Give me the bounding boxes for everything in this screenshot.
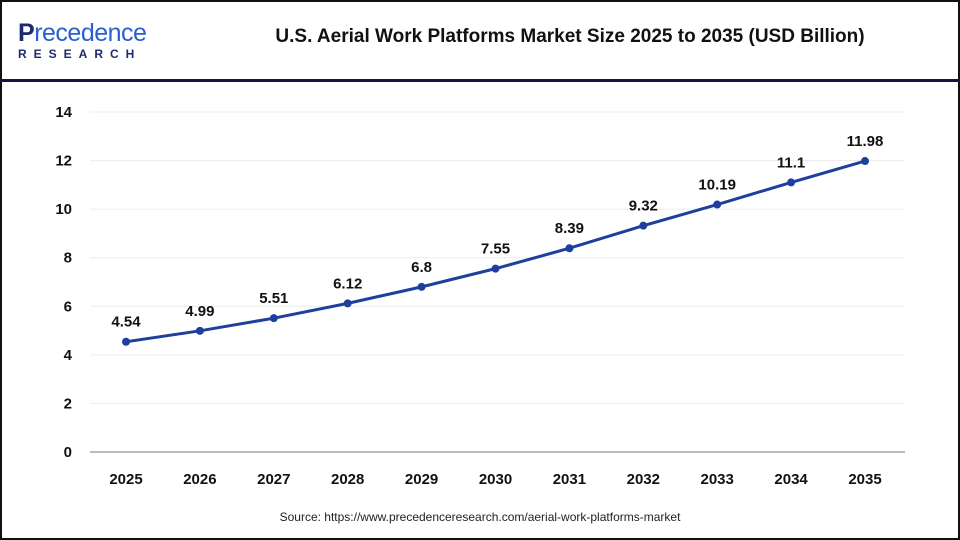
x-tick-label: 2031 [553,471,586,488]
data-point [787,178,796,187]
data-point [269,314,278,323]
data-point [861,157,869,166]
precedence-research-logo: Precedence RESEARCH [18,19,147,61]
x-tick-label: 2034 [774,471,808,488]
data-label: 11.1 [777,154,805,171]
data-label: 4.54 [111,314,141,331]
logo-word: recedence [34,19,147,47]
data-point [195,326,204,335]
y-tick-label: 0 [64,444,72,461]
y-tick-label: 4 [64,347,73,364]
x-tick-label: 2025 [109,471,142,488]
x-tick-label: 2027 [257,471,290,488]
data-point [491,264,500,273]
data-point [713,200,722,209]
data-label: 7.55 [481,241,510,258]
x-tick-label: 2028 [331,471,364,488]
data-point [417,282,426,291]
x-tick-label: 2033 [701,471,734,488]
x-tick-label: 2032 [627,471,660,488]
data-point [565,244,574,253]
source-note: Source: https://www.precedenceresearch.c… [279,510,681,524]
y-tick-label: 14 [55,104,72,121]
chart-title: U.S. Aerial Work Platforms Market Size 2… [275,26,865,47]
data-point [122,337,130,346]
data-point [343,299,352,308]
x-tick-label: 2026 [183,471,216,488]
data-label: 10.19 [698,177,736,194]
data-point [639,221,648,230]
x-tick-label: 2029 [405,471,438,488]
data-label: 8.39 [555,220,584,237]
data-label: 5.51 [259,290,288,307]
data-label: 4.99 [185,303,214,320]
data-label: 11.98 [847,133,884,150]
y-tick-label: 6 [64,298,72,315]
y-tick-label: 8 [64,250,72,267]
data-label: 9.32 [629,198,658,215]
data-label: 6.8 [411,259,432,276]
logo-initial: P [18,19,35,47]
y-tick-label: 12 [55,153,72,170]
y-tick-label: 10 [55,201,72,218]
header-divider [0,79,960,82]
data-label: 6.12 [333,275,362,292]
x-tick-label: 2030 [479,471,512,488]
x-tick-label: 2035 [848,471,881,488]
y-tick-label: 2 [64,395,72,412]
logo-subword: RESEARCH [18,47,142,61]
